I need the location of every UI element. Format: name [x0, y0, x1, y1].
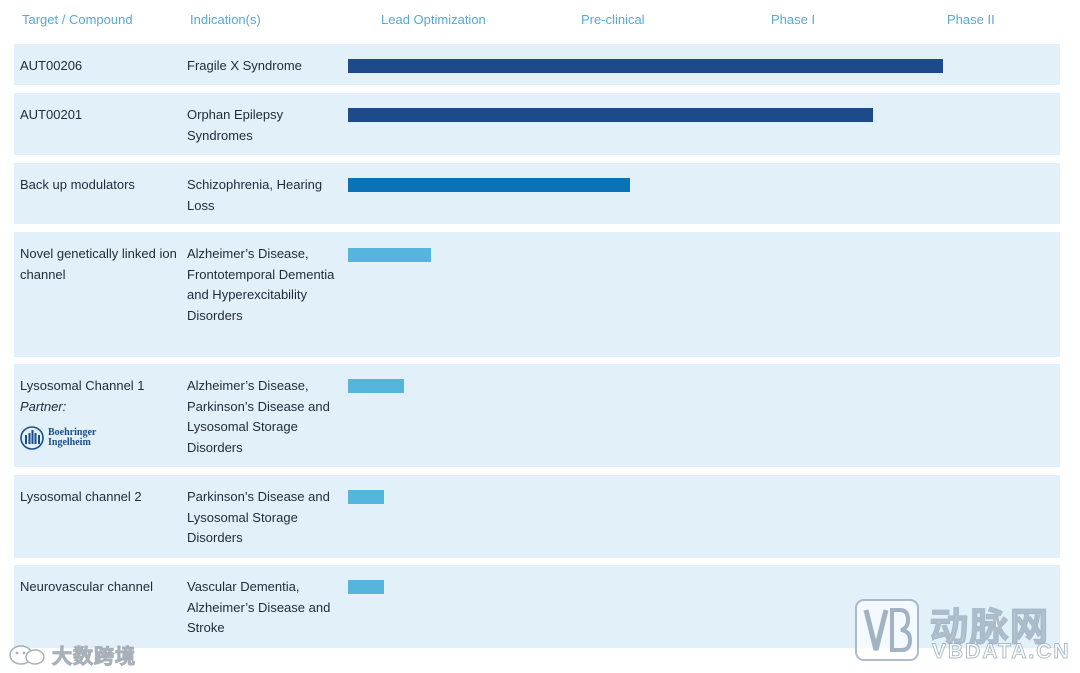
target-name: Back up modulators	[20, 177, 135, 192]
target-name: Novel genetically linked ion channel	[20, 246, 177, 282]
header-phase-2: Phase II	[947, 12, 995, 27]
target-name: Neurovascular channel	[20, 579, 153, 594]
header-pre-clinical: Pre-clinical	[581, 12, 645, 27]
watermark-right-en: VBDATA.CN	[932, 640, 1071, 664]
progress-bar	[348, 490, 384, 504]
target-name: Lysosomal channel 2	[20, 489, 142, 504]
progress-bar	[348, 379, 404, 393]
pipeline-row: Novel genetically linked ion channel Alz…	[14, 232, 1060, 357]
header-target: Target / Compound	[22, 12, 133, 27]
pipeline-row: AUT00201 Orphan Epilepsy Syndromes	[14, 93, 1060, 155]
indication-text: Alzheimer’s Disease, Frontotemporal Deme…	[187, 246, 335, 323]
progress-bar	[348, 108, 873, 122]
boehringer-ingelheim-logo-icon	[20, 426, 44, 450]
progress-bar	[348, 178, 630, 192]
boehringer-ingelheim-wordmark: Boehringer Ingelheim	[48, 427, 97, 448]
indication-text: Alzheimer’s Disease, Parkinson’s Disease…	[187, 378, 330, 455]
wechat-icon	[9, 644, 45, 665]
pipeline-row: Lysosomal Channel 1 Partner: Boehringer …	[14, 364, 1060, 467]
indication-text: Fragile X Syndrome	[187, 58, 302, 73]
watermark-left-text: 大数跨境	[52, 646, 136, 669]
header-lead-optimization: Lead Optimization	[381, 12, 486, 27]
watermark-left: 大数跨境	[8, 640, 136, 669]
header-phase-1: Phase I	[771, 12, 816, 27]
pipeline-row: Lysosomal channel 2 Parkinson’s Disease …	[14, 475, 1060, 558]
progress-bar	[348, 59, 943, 73]
indication-text: Schizophrenia, Hearing Loss	[187, 177, 323, 213]
target-name: AUT00206	[20, 58, 83, 73]
indication-text: Parkinson’s Disease and Lysosomal Storag…	[187, 489, 330, 545]
watermark-right: 动脉网 VBDATA.CN	[854, 596, 1074, 666]
watermark-right-cn: 动脉网	[929, 606, 1051, 650]
target-name: AUT00201	[20, 107, 83, 122]
header-indication: Indication(s)	[190, 12, 261, 27]
partner-label: Partner:	[20, 398, 67, 414]
indication-text: Vascular Dementia, Alzheimer’s Disease a…	[187, 579, 331, 635]
pipeline-row: Back up modulators Schizophrenia, Hearin…	[14, 163, 1060, 224]
target-name: Lysosomal Channel 1	[20, 378, 145, 393]
vb-logo-icon	[855, 599, 919, 661]
pipeline-header: Target / Compound Indication(s) Lead Opt…	[0, 0, 1080, 40]
boehringer-ingelheim-logo: Boehringer Ingelheim	[20, 423, 180, 453]
pipeline-row: AUT00206 Fragile X Syndrome	[14, 44, 1060, 85]
indication-text: Orphan Epilepsy Syndromes	[187, 107, 284, 143]
target-cell: Lysosomal Channel 1 Partner: Boehringer …	[20, 376, 180, 453]
progress-bar	[348, 580, 384, 594]
progress-bar	[348, 248, 431, 262]
